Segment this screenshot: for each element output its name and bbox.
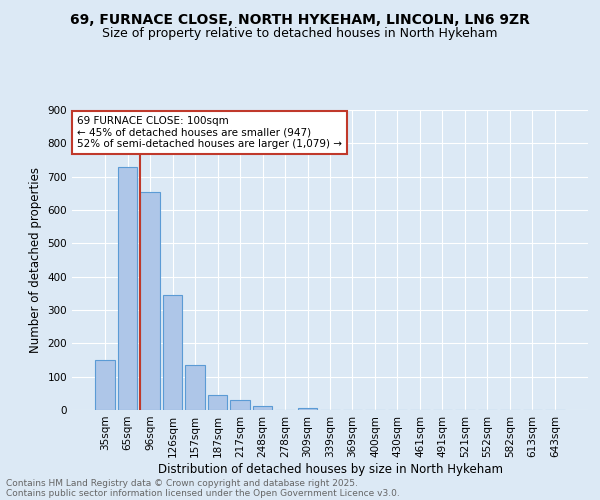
Bar (208, 395, 227, 410)
Bar (253, 406, 272, 410)
Text: Contains HM Land Registry data © Crown copyright and database right 2025.: Contains HM Land Registry data © Crown c… (6, 478, 358, 488)
Bar (230, 400, 250, 410)
Bar (185, 365, 205, 410)
Bar (298, 408, 317, 410)
Text: 69 FURNACE CLOSE: 100sqm
← 45% of detached houses are smaller (947)
52% of semi-: 69 FURNACE CLOSE: 100sqm ← 45% of detach… (77, 116, 342, 149)
Bar (118, 166, 137, 410)
Bar (163, 295, 182, 410)
Bar (140, 192, 160, 410)
Text: 69, FURNACE CLOSE, NORTH HYKEHAM, LINCOLN, LN6 9ZR: 69, FURNACE CLOSE, NORTH HYKEHAM, LINCOL… (70, 12, 530, 26)
Text: Size of property relative to detached houses in North Hykeham: Size of property relative to detached ho… (102, 28, 498, 40)
Text: Contains public sector information licensed under the Open Government Licence v3: Contains public sector information licen… (6, 488, 400, 498)
Bar (95, 360, 115, 410)
Y-axis label: Number of detached properties: Number of detached properties (29, 167, 42, 353)
X-axis label: Distribution of detached houses by size in North Hykeham: Distribution of detached houses by size … (157, 462, 503, 475)
